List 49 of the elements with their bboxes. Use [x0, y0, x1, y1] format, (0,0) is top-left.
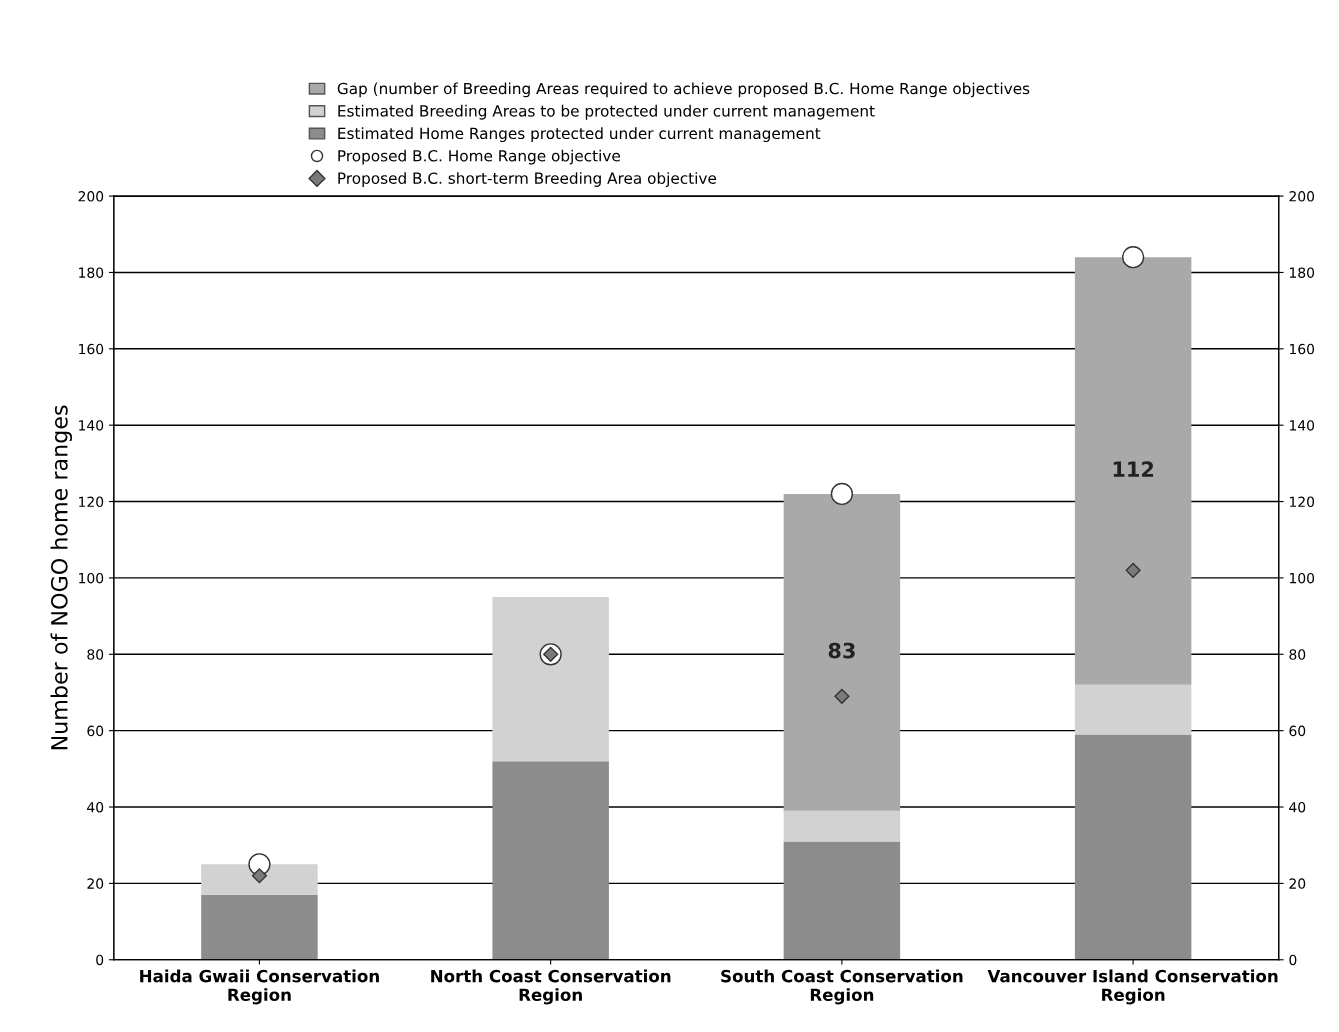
y-tick-label: 100 — [79, 572, 104, 584]
legend-label: Estimated Breeding Areas to be protected under current management — [338, 104, 875, 120]
y-tick-label: 120 — [79, 496, 104, 508]
data-label: 112 — [1113, 461, 1154, 477]
point — [1125, 562, 1141, 578]
y2-tick-label: 0 — [1289, 954, 1297, 966]
x-tick-label: Vancouver Island Conservation Region — [987, 969, 1278, 1005]
y-tick-label: 200 — [78, 191, 104, 202]
legend-label: Proposed B.C. Home Range objective — [338, 149, 620, 165]
y-tick-label: 40 — [87, 801, 104, 813]
legend-label: Estimated Home Ranges protected under current management — [338, 127, 821, 143]
y2-tick-label: 180 — [1289, 267, 1315, 278]
bar — [783, 841, 901, 960]
y2-tick-label: 60 — [1289, 725, 1306, 737]
y-tick-label: 80 — [87, 649, 104, 660]
y-tick-label: 140 — [79, 420, 104, 431]
y-tick-label: 180 — [79, 267, 104, 278]
x-tick-label: South Coast Conservation Region — [721, 969, 963, 1005]
bar — [492, 761, 609, 960]
x-tick-label: North Coast Conservation Region — [431, 969, 671, 1005]
bar — [1074, 734, 1192, 960]
y-tick-label: 160 — [79, 343, 104, 355]
bar — [492, 597, 609, 762]
bar — [201, 864, 318, 895]
legend-label: Gap (number of Breeding Areas required to achieve proposed B.C. Home Range objectives — [337, 82, 1030, 98]
point — [830, 482, 854, 506]
y-tick-label: 20 — [87, 878, 104, 889]
y2-tick-label: 160 — [1289, 343, 1315, 355]
y2-tick-label: 20 — [1289, 878, 1306, 889]
bar — [783, 493, 901, 811]
bar — [1074, 684, 1192, 735]
y2-tick-label: 200 — [1289, 191, 1315, 202]
y-axis-title: Number of NOGO home ranges — [50, 405, 73, 750]
y-tick-label: 60 — [87, 725, 104, 737]
y2-tick-label: 120 — [1289, 496, 1315, 508]
data-label: 83 — [828, 642, 855, 659]
y2-tick-label: 140 — [1289, 420, 1315, 431]
point — [1122, 246, 1145, 269]
point — [834, 688, 850, 704]
y-tick-label: 0 — [96, 954, 104, 966]
y2-tick-label: 80 — [1289, 649, 1306, 660]
bar — [1074, 257, 1192, 685]
x-tick-label: Haida Gwaii Conservation Region — [140, 969, 379, 1005]
bar — [201, 894, 318, 960]
bar — [783, 810, 901, 842]
y2-tick-label: 40 — [1289, 801, 1306, 813]
y2-tick-label: 100 — [1289, 572, 1315, 584]
legend-label: Proposed B.C. short-term Breeding Area objective — [338, 172, 717, 187]
point — [251, 868, 268, 884]
